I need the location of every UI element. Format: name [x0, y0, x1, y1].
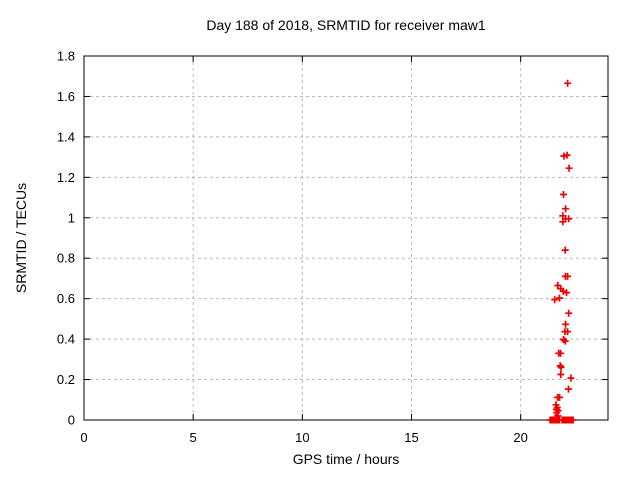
- x-tick-label: 20: [513, 430, 527, 445]
- y-tick-label: 0.6: [57, 291, 75, 306]
- y-tick-label: 1.8: [57, 49, 75, 64]
- data-point-markers: [546, 79, 577, 424]
- y-tick-label: 0.2: [57, 372, 75, 387]
- plot-frame: [83, 55, 609, 421]
- y-tick-label: 1.4: [57, 129, 75, 144]
- x-axis-label: GPS time / hours: [292, 451, 400, 467]
- chart-title: Day 188 of 2018, SRMTID for receiver maw…: [206, 17, 486, 33]
- x-tick-label: 5: [190, 430, 197, 445]
- y-tick-label: 1.2: [57, 170, 75, 185]
- y-tick-label: 0: [68, 413, 75, 428]
- x-tick-label: 15: [404, 430, 418, 445]
- y-tick-label: 1.6: [57, 89, 75, 104]
- y-tick-label: 1: [68, 210, 75, 225]
- x-tick-label: 10: [295, 430, 309, 445]
- y-tick-label: 0.8: [57, 251, 75, 266]
- x-tick-label: 0: [80, 430, 87, 445]
- y-tick-label: 0.4: [57, 332, 75, 347]
